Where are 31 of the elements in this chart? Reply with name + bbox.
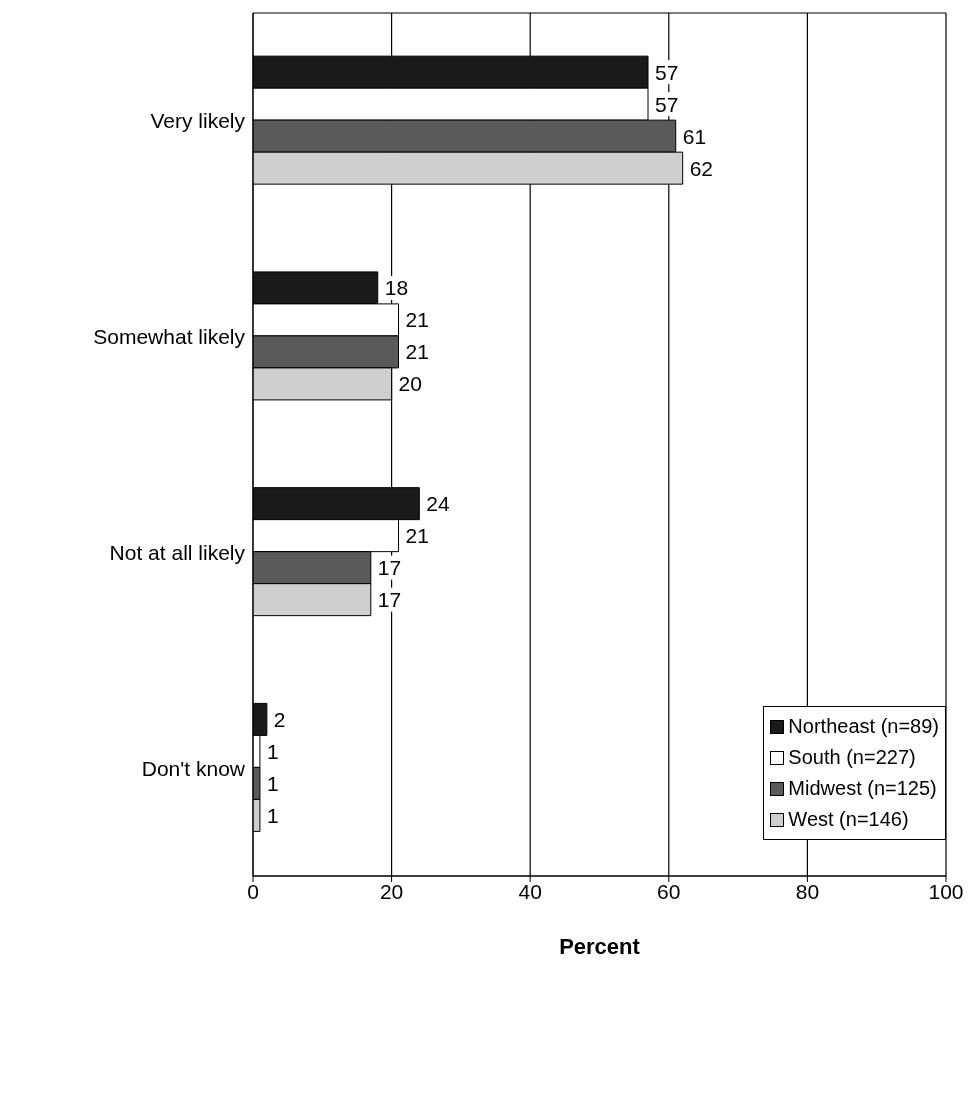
- legend-label: Midwest (n=125): [788, 776, 937, 801]
- data-label: 24: [426, 492, 450, 516]
- x-tick-label: 60: [657, 879, 681, 903]
- y-tick-label: Don't know: [141, 756, 246, 780]
- data-label: 21: [405, 340, 429, 364]
- x-tick-label: 80: [795, 879, 820, 903]
- y-tick-label: Somewhat likely: [93, 325, 246, 349]
- data-label: 21: [405, 524, 429, 548]
- data-label: 1: [266, 771, 279, 795]
- y-tick-label: Very likely: [150, 109, 246, 133]
- data-label: 57: [655, 60, 679, 84]
- data-label: 1: [266, 803, 279, 827]
- data-label: 20: [398, 372, 422, 396]
- data-label: 61: [682, 124, 707, 148]
- data-label: 17: [377, 588, 402, 612]
- legend-label: Northeast (n=89): [788, 714, 939, 739]
- x-tick-label: 0: [247, 879, 259, 903]
- data-label: 21: [405, 308, 429, 332]
- data-label: 57: [655, 92, 679, 116]
- data-label: 2: [273, 707, 286, 731]
- legend-label: South (n=227): [788, 745, 916, 770]
- x-tick-label: 20: [379, 879, 404, 903]
- x-tick-label: 100: [928, 879, 964, 903]
- x-tick-label: 40: [518, 879, 542, 903]
- data-label: 18: [384, 276, 409, 300]
- x-axis-title: Percent: [559, 934, 641, 959]
- legend-label: West (n=146): [788, 807, 909, 832]
- y-tick-label: Not at all likely: [109, 540, 246, 564]
- data-label: 17: [377, 556, 402, 580]
- data-label: 1: [266, 739, 279, 763]
- data-label: 62: [689, 156, 714, 180]
